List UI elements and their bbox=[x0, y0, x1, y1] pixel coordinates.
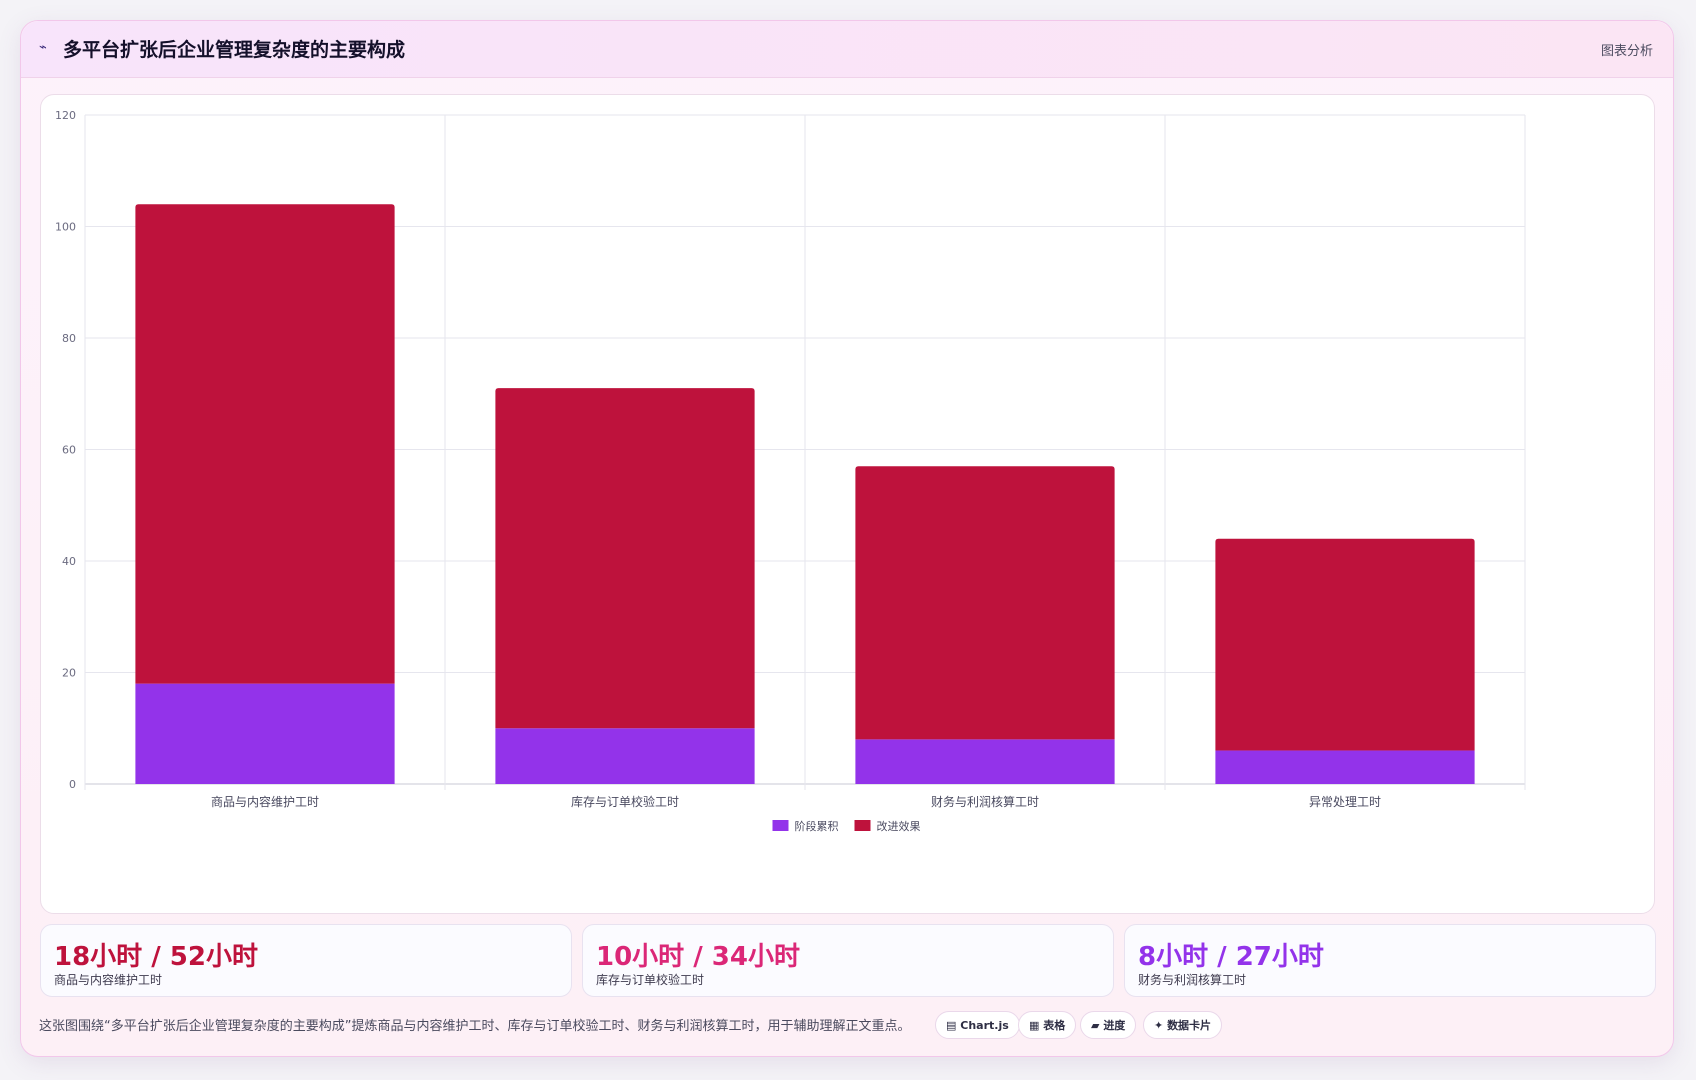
bar-segment bbox=[855, 739, 1115, 784]
chip-chartjs[interactable]: ▤ Chart.js bbox=[935, 1011, 1020, 1039]
bar-segment bbox=[135, 204, 395, 684]
stat-cards: 18小时 / 52小时 商品与内容维护工时 10小时 / 34小时 库存与订单校… bbox=[40, 924, 1656, 997]
y-tick-label: 120 bbox=[55, 109, 76, 122]
y-tick-label: 40 bbox=[62, 555, 76, 568]
bar-segment bbox=[135, 683, 395, 784]
x-tick-label: 财务与利润核算工时 bbox=[931, 794, 1039, 809]
legend-swatch bbox=[772, 820, 789, 831]
stat-card: 10小时 / 34小时 库存与订单校验工时 bbox=[582, 924, 1114, 997]
card-header: ⌁ 多平台扩张后企业管理复杂度的主要构成 图表分析 bbox=[21, 21, 1673, 78]
chip-label: 表格 bbox=[1043, 1019, 1066, 1032]
chip-label: 进度 bbox=[1103, 1019, 1126, 1032]
chart-analysis-badge: 图表分析 bbox=[1600, 44, 1653, 59]
y-tick-label: 100 bbox=[55, 221, 76, 234]
chip-label: Chart.js bbox=[960, 1019, 1009, 1032]
stat-card: 8小时 / 27小时 财务与利润核算工时 bbox=[1124, 924, 1656, 997]
y-tick-label: 0 bbox=[69, 778, 76, 791]
chart-container: 0 20 40 60 80 100 120 商品与内容维护工时 库存与订单校验工时 财务与利润核算… bbox=[40, 94, 1655, 914]
stat-value: 10小时 / 34小时 bbox=[596, 942, 800, 972]
stat-label: 商品与内容维护工时 bbox=[54, 973, 163, 987]
legend-label: 阶段累积 bbox=[795, 819, 839, 833]
chip-data-card[interactable]: ✦ 数据卡片 bbox=[1143, 1011, 1223, 1039]
bar-segment bbox=[1215, 750, 1475, 784]
stat-label: 库存与订单校验工时 bbox=[596, 973, 705, 987]
sparkle-icon: ✦ bbox=[1154, 1019, 1164, 1032]
chart-caption: 这张图围绕“多平台扩张后企业管理复杂度的主要构成”提炼商品与内容维护工时、库存与… bbox=[39, 1019, 911, 1034]
chart-line-icon: ⌁ bbox=[39, 40, 47, 55]
stat-value: 8小时 / 27小时 bbox=[1138, 942, 1324, 972]
stacked-bar-chart: 0 20 40 60 80 100 120 商品与内容维护工时 库存与订单校验工时 财务与利润核算… bbox=[55, 109, 1526, 833]
bar-segment bbox=[495, 388, 755, 729]
stat-label: 财务与利润核算工时 bbox=[1138, 973, 1247, 987]
chip-progress[interactable]: ▰ 进度 bbox=[1080, 1011, 1137, 1039]
x-tick-label: 库存与订单校验工时 bbox=[571, 794, 679, 809]
y-tick-label: 20 bbox=[62, 667, 76, 680]
x-tick-label: 商品与内容维护工时 bbox=[211, 794, 319, 809]
y-tick-label: 60 bbox=[62, 444, 76, 457]
chart-icon: ▤ bbox=[946, 1019, 957, 1032]
legend-swatch bbox=[854, 820, 871, 831]
x-tick-label: 异常处理工时 bbox=[1309, 795, 1381, 809]
bar-segment bbox=[855, 466, 1115, 740]
stat-card: 18小时 / 52小时 商品与内容维护工时 bbox=[40, 924, 572, 997]
progress-icon: ▰ bbox=[1091, 1019, 1100, 1032]
stat-value: 18小时 / 52小时 bbox=[54, 942, 258, 972]
legend-label: 改进效果 bbox=[877, 819, 921, 833]
bar-segment bbox=[495, 728, 755, 784]
chart-card: ⌁ 多平台扩张后企业管理复杂度的主要构成 图表分析 0 20 40 60 80 100 12… bbox=[20, 20, 1674, 1057]
y-tick-label: 80 bbox=[62, 332, 76, 345]
table-icon: ▦ bbox=[1029, 1019, 1040, 1032]
chip-label: 数据卡片 bbox=[1167, 1019, 1212, 1032]
chip-table[interactable]: ▦ 表格 bbox=[1018, 1011, 1077, 1039]
bar-segment bbox=[1215, 538, 1475, 751]
page-title: 多平台扩张后企业管理复杂度的主要构成 bbox=[63, 39, 406, 61]
